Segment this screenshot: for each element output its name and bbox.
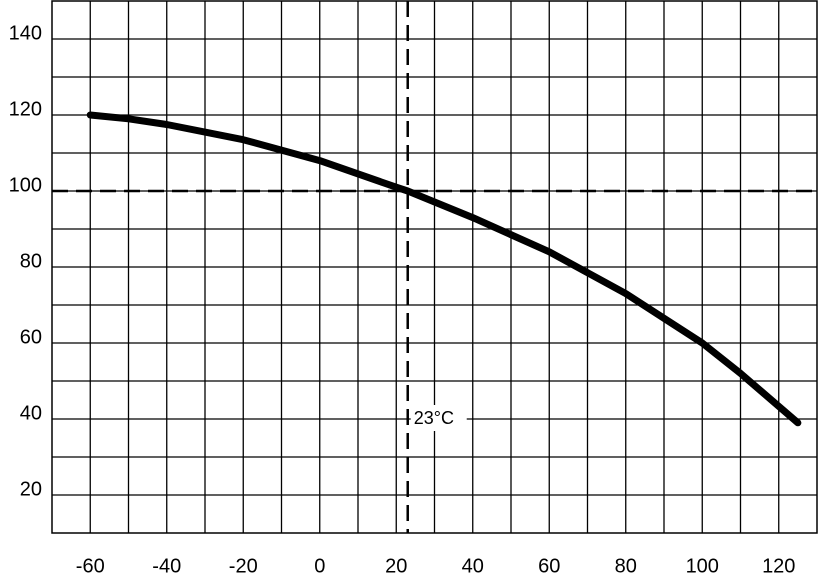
annotation-bg: [410, 405, 467, 431]
x-tick-label: 40: [462, 555, 484, 577]
x-tick-label: -20: [229, 555, 258, 577]
x-tick-label: 20: [385, 555, 407, 577]
x-tick-label: -60: [76, 555, 105, 577]
x-tick-label: 100: [686, 555, 719, 577]
annotation: 23°C: [414, 408, 454, 428]
x-tick-label: 120: [762, 555, 795, 577]
data-line: [86, 111, 802, 427]
y-tick-label: 140: [9, 22, 42, 44]
y-tick-label: 40: [20, 402, 42, 424]
x-tick-label: -40: [152, 555, 181, 577]
plot-border: [51, 0, 818, 534]
y-tick-label: 20: [20, 478, 42, 500]
x-tick-label: 80: [615, 555, 637, 577]
y-tick-label: 120: [9, 98, 42, 120]
y-tick-label: 80: [20, 250, 42, 272]
y-tick-label: 100: [9, 174, 42, 196]
y-tick-label: 60: [20, 326, 42, 348]
x-tick-label: 0: [314, 555, 325, 577]
x-tick-label: 60: [538, 555, 560, 577]
